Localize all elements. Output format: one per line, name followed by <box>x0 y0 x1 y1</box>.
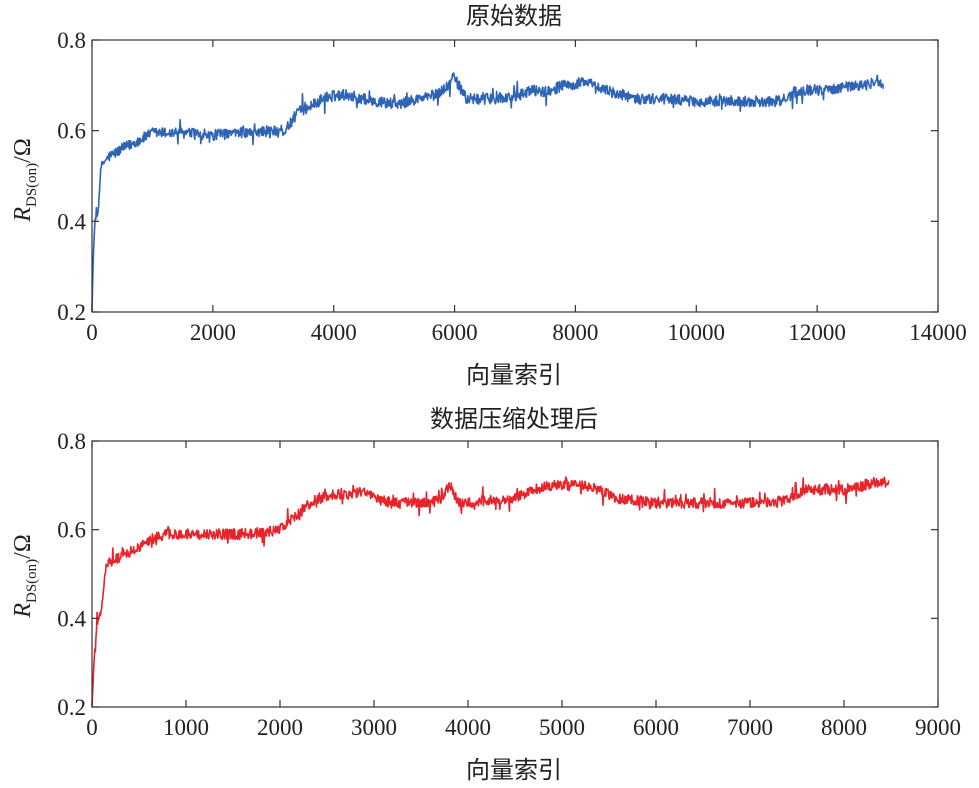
y-axis-unit: /Ω <box>10 138 36 163</box>
chart-title-compressed: 数据压缩处理后 <box>430 406 598 433</box>
y-axis-unit: /Ω <box>10 534 36 559</box>
y-tick-label: 0.6 <box>57 119 86 144</box>
y-tick-label: 0.8 <box>57 28 86 53</box>
series-line <box>91 476 890 708</box>
y-tick-label: 0.6 <box>57 518 86 543</box>
x-tick-label: 8000 <box>821 715 867 740</box>
y-axis-symbol: R <box>10 603 36 619</box>
x-tick-label: 0 <box>86 320 98 345</box>
chart-original: 原始数据 0 2000 4000 6000 8000 10000 12000 14000 0.2… <box>10 3 967 389</box>
y-tick-label: 0.2 <box>57 300 86 325</box>
plot-area-original: 0 2000 4000 6000 8000 10000 12000 14000 0.2 0.4 0.… <box>57 28 967 345</box>
y-axis-label-original: RDS(on)/Ω <box>10 138 40 222</box>
y-tick-label: 0.8 <box>57 429 86 454</box>
chart-title-original: 原始数据 <box>466 3 562 30</box>
y-tick-label: 0.4 <box>57 209 86 234</box>
x-tick-label: 6000 <box>633 715 679 740</box>
series-line <box>91 72 885 313</box>
x-tick-label: 2000 <box>190 320 236 345</box>
y-axis-subscript: DS(on) <box>24 559 40 603</box>
x-tick-label: 4000 <box>445 715 491 740</box>
x-tick-label: 0 <box>86 715 98 740</box>
x-tick-label: 1000 <box>163 715 209 740</box>
x-axis-label-original: 向量索引 <box>466 362 562 389</box>
x-tick-label: 9000 <box>915 715 961 740</box>
x-tick-label: 3000 <box>351 715 397 740</box>
plot-area-compressed: 0 1000 2000 3000 4000 5000 6000 7000 8000 9000 0.2… <box>57 429 961 740</box>
y-tick-label: 0.2 <box>57 695 86 720</box>
x-tick-label: 5000 <box>539 715 585 740</box>
chart-compressed: 数据压缩处理后 0 1000 2000 3000 4000 5000 6000 7000 800… <box>10 406 961 784</box>
x-tick-label: 14000 <box>909 320 967 345</box>
x-tick-label: 10000 <box>668 320 726 345</box>
x-tick-label: 8000 <box>552 320 598 345</box>
plot-frame <box>91 39 939 313</box>
y-tick-label: 0.4 <box>57 606 86 631</box>
x-tick-label: 2000 <box>257 715 303 740</box>
x-tick-label: 6000 <box>432 320 478 345</box>
plot-frame <box>91 440 939 708</box>
y-axis-label-compressed: RDS(on)/Ω <box>10 534 40 618</box>
y-axis-subscript: DS(on) <box>24 163 40 207</box>
y-axis-symbol: R <box>10 207 36 223</box>
x-tick-label: 12000 <box>788 320 846 345</box>
x-tick-label: 4000 <box>311 320 357 345</box>
x-tick-label: 7000 <box>727 715 773 740</box>
x-axis-label-compressed: 向量索引 <box>466 757 562 784</box>
